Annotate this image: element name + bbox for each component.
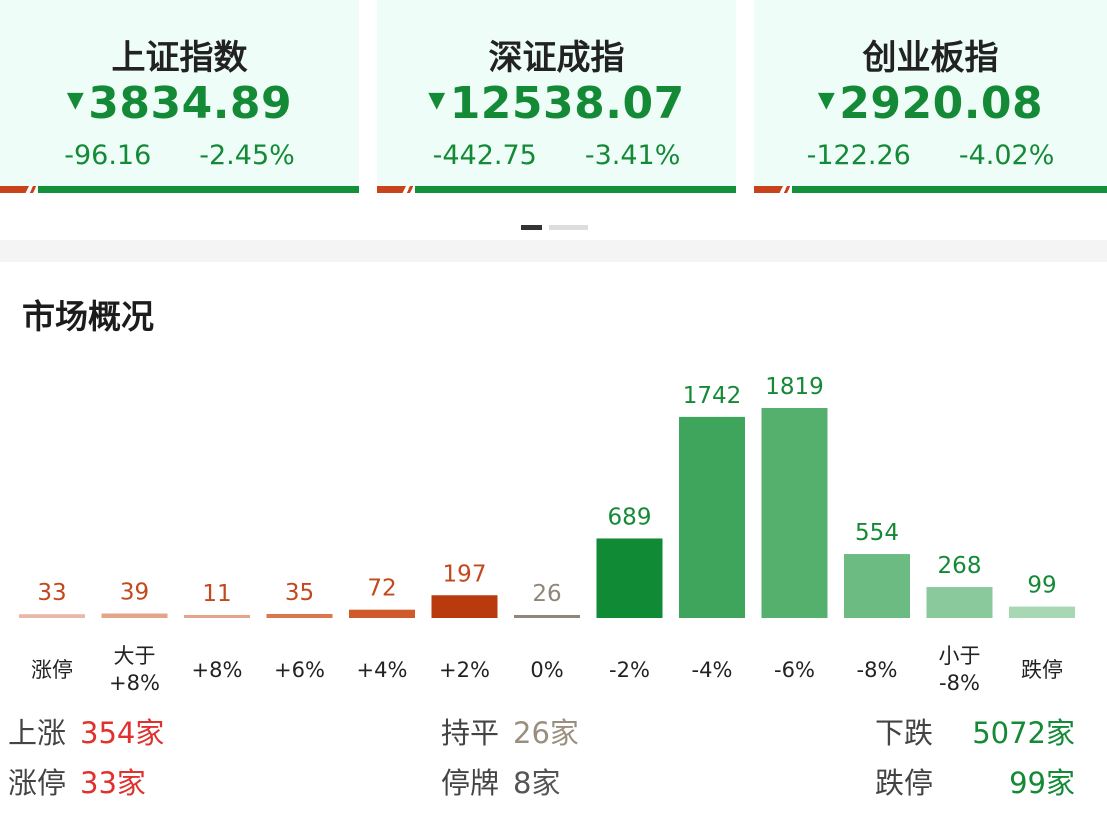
- index-change-row: -442.75 -3.41%: [377, 140, 736, 171]
- index-card-shanghai[interactable]: 上证指数 ▼3834.89 -96.16 -2.45%: [0, 0, 359, 193]
- index-card-shenzhen[interactable]: 深证成指 ▼12538.07 -442.75 -3.41%: [377, 0, 736, 193]
- summary-limit-up-label: 涨停: [8, 766, 67, 800]
- summary-rise-label: 上涨: [8, 716, 67, 750]
- index-cards: 上证指数 ▼3834.89 -96.16 -2.45% 深证成指 ▼12538.0…: [0, 0, 1107, 200]
- summary-flat: 持平 26家: [441, 710, 579, 752]
- summary-limit-down: 跌停 99家: [875, 760, 1075, 802]
- summary-limit-down-value: 99家: [1009, 766, 1075, 800]
- summary-suspend: 停牌 8家: [441, 760, 560, 802]
- chart-category-label: +4%: [357, 658, 408, 682]
- chart-category-label: 大于+8%: [109, 644, 160, 695]
- down-arrow-icon: ▼: [66, 87, 85, 113]
- section-divider: [0, 240, 1107, 262]
- index-percent: -2.45%: [199, 140, 295, 171]
- summary-limit-down-label: 跌停: [875, 766, 934, 800]
- index-value: 12538.07: [449, 78, 685, 129]
- index-percent: -4.02%: [958, 140, 1055, 171]
- chart-value-label: 1819: [765, 374, 824, 400]
- ratio-bar-red: [377, 186, 415, 193]
- index-name: 深证成指: [488, 38, 625, 78]
- summary-fall-label: 下跌: [875, 716, 934, 750]
- chart-category-label: 涨停: [31, 658, 73, 682]
- ratio-bar: [377, 186, 736, 193]
- chart-category-label: -4%: [692, 658, 733, 682]
- chart-category-label: 0%: [530, 658, 563, 682]
- chart-value-label: 1742: [683, 383, 742, 409]
- summary-rise: 上涨 354家: [8, 710, 164, 752]
- chart-bar: [431, 595, 498, 618]
- market-summary: 上涨 354家 涨停 33家 持平 26家 停牌 8家 下跌 5072家 跌停 99家: [0, 700, 1107, 820]
- chart-bar: [514, 614, 580, 618]
- chart-bar: [184, 615, 250, 618]
- down-arrow-icon: ▼: [817, 87, 836, 113]
- index-change-row: -96.16 -2.45%: [0, 140, 359, 171]
- chart-value-label: 35: [285, 580, 314, 606]
- index-value: 3834.89: [88, 78, 293, 129]
- index-value: 2920.08: [839, 78, 1044, 129]
- section-title: 市场概况: [22, 297, 154, 336]
- index-value-row: ▼3834.89: [0, 78, 359, 129]
- index-change-row: -122.26 -4.02%: [754, 140, 1107, 171]
- chart-bar: [596, 538, 663, 618]
- chart-value-label: 26: [532, 581, 561, 607]
- chart-bar: [101, 613, 168, 618]
- ratio-bar-red: [754, 186, 792, 193]
- index-value-row: ▼2920.08: [754, 78, 1107, 129]
- chart-category-label: -2%: [609, 658, 650, 682]
- summary-flat-label: 持平: [441, 716, 500, 750]
- chart-category-label: -6%: [774, 658, 815, 682]
- chart-value-label: 11: [202, 581, 231, 607]
- ratio-bar-red: [0, 186, 38, 193]
- chart-value-label: 268: [938, 553, 982, 579]
- page-indicator-inactive: [549, 225, 588, 230]
- chart-bar: [844, 554, 910, 618]
- index-change: -96.16: [64, 140, 152, 171]
- summary-limit-up: 涨停 33家: [8, 760, 146, 802]
- chart-bar: [761, 408, 828, 618]
- ratio-bar: [754, 186, 1107, 193]
- chart-bar: [349, 609, 415, 618]
- index-change: -122.26: [806, 140, 911, 171]
- summary-fall: 下跌 5072家: [875, 710, 1075, 752]
- summary-suspend-label: 停牌: [441, 766, 500, 800]
- ratio-bar: [0, 186, 359, 193]
- chart-category-label: 跌停: [1021, 658, 1063, 682]
- chart-value-label: 72: [367, 576, 396, 602]
- chart-category-label: +8%: [192, 658, 243, 682]
- summary-flat-value: 26家: [513, 716, 579, 750]
- down-arrow-icon: ▼: [428, 87, 446, 113]
- summary-fall-value: 5072家: [972, 716, 1075, 750]
- index-change: -442.75: [432, 140, 537, 171]
- chart-category-label: 小于-8%: [939, 644, 981, 695]
- chart-category-label: +2%: [439, 658, 490, 682]
- chart-value-label: 99: [1027, 573, 1056, 599]
- chart-bar: [19, 614, 85, 618]
- chart-bar: [1009, 606, 1075, 618]
- chart-value-label: 33: [37, 580, 66, 606]
- chart-bar: [926, 587, 993, 618]
- page-indicator-active: [521, 225, 542, 230]
- summary-rise-value: 354家: [80, 716, 165, 750]
- chart-value-label: 39: [120, 579, 149, 605]
- index-name: 创业板指: [862, 38, 999, 78]
- chart-value-label: 689: [608, 504, 652, 530]
- chart-bar: [266, 613, 333, 618]
- summary-limit-up-value: 33家: [80, 766, 146, 800]
- chart-value-label: 197: [443, 561, 487, 587]
- chart-bar: [679, 416, 745, 618]
- market-distribution-chart: 33 涨停 39 大于+8% 11 +8% 35 +6% 72 +4% 197 +2% 26 0% 689 -…: [19, 374, 1075, 695]
- chart-category-label: +6%: [274, 658, 325, 682]
- summary-suspend-value: 8家: [513, 766, 561, 800]
- chart-category-label: -8%: [857, 658, 898, 682]
- index-name: 上证指数: [111, 38, 248, 78]
- chart-value-label: 554: [855, 520, 899, 546]
- index-card-chinext[interactable]: 创业板指 ▼2920.08 -122.26 -4.02%: [754, 0, 1107, 193]
- index-value-row: ▼12538.07: [377, 78, 736, 129]
- index-percent: -3.41%: [584, 140, 681, 171]
